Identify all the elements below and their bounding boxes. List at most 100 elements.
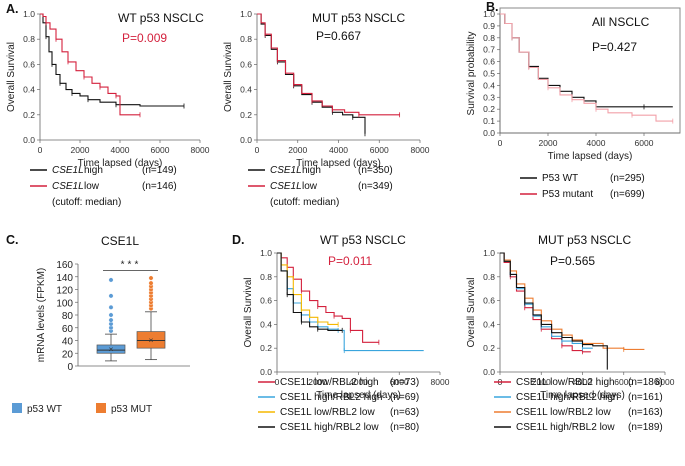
y-tick-label: 140	[56, 273, 73, 284]
legend-count: (n=163)	[628, 407, 663, 418]
x-tick-label: 2000	[71, 145, 90, 155]
y-tick-label: 1.0	[260, 248, 272, 258]
legend-count: (n=149)	[142, 165, 177, 176]
x-tick-label: 4000	[111, 145, 130, 155]
legend-label: p53 MUT	[111, 404, 152, 415]
cutoff-note: (cutoff: median)	[270, 197, 339, 208]
y-tick-label: 0.6	[240, 59, 252, 69]
x-tick-label: 2000	[288, 145, 307, 155]
y-tick-label: 60	[62, 324, 74, 335]
y-axis-label: Survival probability	[466, 32, 477, 116]
x-tick-label: 0	[38, 145, 43, 155]
legend-label: CSE1L low/RBL2 high	[516, 377, 615, 388]
y-tick-label: 0.3	[483, 92, 495, 102]
panel-label: D.	[232, 233, 245, 247]
y-tick-label: 0.8	[23, 34, 35, 44]
p-value: P=0.011	[328, 254, 372, 268]
y-tick-label: 0.5	[483, 69, 495, 79]
legend-label: high	[302, 165, 321, 176]
outlier-point	[108, 277, 114, 283]
legend-label: CSE1L high/RBL2 low	[516, 422, 615, 433]
survival-curve-series-2	[500, 13, 673, 122]
y-tick-label: 0.2	[240, 110, 252, 120]
x-tick-label: 2000	[532, 377, 551, 387]
y-tick-label: 0.6	[483, 296, 495, 306]
x-tick-label: 0	[255, 145, 260, 155]
box-iqr	[136, 331, 166, 349]
y-tick-label: 0.8	[483, 33, 495, 43]
significance-stars: ***	[121, 259, 142, 270]
y-tick-label: 0.8	[483, 272, 495, 282]
legend-count: (n=186)	[628, 377, 663, 388]
survival-curve-series-1	[40, 13, 184, 107]
outlier-point	[108, 304, 114, 310]
y-tick-label: 100	[56, 298, 73, 309]
chart-title: WT p53 NSCLC	[118, 11, 204, 25]
outlier-point	[148, 275, 154, 281]
x-tick-label: 6000	[370, 145, 389, 155]
outlier-point	[108, 312, 114, 318]
y-tick-label: 0.1	[483, 116, 495, 126]
y-tick-label: 0.6	[23, 59, 35, 69]
legend-count: (n=161)	[628, 392, 663, 403]
x-axis-label: Time lapsed (days)	[316, 390, 401, 401]
legend-label: low	[84, 181, 100, 192]
x-tick-label: 8000	[411, 145, 430, 155]
legend-count: (n=80)	[390, 422, 419, 433]
legend-label: CSE1L high/RBL2 high	[516, 392, 618, 403]
x-tick-label: 8000	[191, 145, 210, 155]
p-value: P=0.667	[316, 29, 361, 43]
x-tick-label: 6000	[635, 138, 654, 148]
legend-gene: CSE1L	[52, 165, 84, 176]
panel-label: A.	[6, 2, 19, 16]
legend-count: (n=699)	[610, 189, 645, 200]
legend-count: (n=73)	[390, 377, 419, 388]
chart-title: MUT p53 NSCLC	[312, 11, 405, 25]
survival-curve-series-3	[277, 252, 339, 325]
chart-title: CSE1L	[101, 234, 139, 248]
y-tick-label: 0.4	[483, 80, 495, 90]
panel-label: B.	[486, 0, 499, 14]
y-tick-label: 0.4	[260, 319, 272, 329]
y-tick-label: 0.6	[260, 296, 272, 306]
legend-label: CSE1L low/RBL2 high	[280, 377, 379, 388]
x-tick-label: 4000	[329, 145, 348, 155]
x-tick-label: 0	[498, 138, 503, 148]
y-axis-label: Overall Survival	[243, 277, 254, 347]
x-tick-label: 0	[275, 377, 280, 387]
x-tick-label: 4000	[349, 377, 368, 387]
y-axis-label: Overall Survival	[6, 42, 17, 112]
y-tick-label: 160	[56, 260, 73, 271]
y-tick-label: 0.2	[260, 343, 272, 353]
y-tick-label: 20	[62, 349, 74, 360]
legend-label: low	[302, 181, 318, 192]
y-tick-label: 0.0	[483, 128, 495, 138]
p-value: P=0.009	[122, 31, 167, 45]
y-tick-label: 120	[56, 286, 73, 297]
legend-gene: CSE1L	[270, 181, 302, 192]
p-value: P=0.427	[592, 40, 637, 54]
legend-label: p53 WT	[27, 404, 62, 415]
x-axis-label: Time lapsed (days)	[296, 158, 381, 169]
legend-gene: CSE1L	[52, 181, 84, 192]
y-tick-label: 80	[62, 311, 74, 322]
y-tick-label: 0.9	[483, 21, 495, 31]
y-tick-label: 40	[62, 337, 74, 348]
box-mean-marker: ×	[109, 344, 114, 354]
y-tick-label: 0.2	[483, 104, 495, 114]
y-tick-label: 0.4	[240, 85, 252, 95]
chart-title: MUT p53 NSCLC	[538, 233, 631, 247]
y-tick-label: 0.0	[240, 135, 252, 145]
legend-label: CSE1L high/RBL2 high	[280, 392, 382, 403]
cutoff-note: (cutoff: median)	[52, 197, 121, 208]
y-tick-label: 0.0	[483, 367, 495, 377]
legend-swatch	[96, 403, 106, 413]
legend-count: (n=295)	[610, 173, 645, 184]
survival-curve-series-3	[500, 252, 645, 350]
legend-count: (n=349)	[358, 181, 393, 192]
legend-count: (n=350)	[358, 165, 393, 176]
y-tick-label: 0.6	[483, 57, 495, 67]
x-tick-label: 6000	[614, 377, 633, 387]
x-axis-label: Time lapsed (days)	[548, 151, 633, 162]
